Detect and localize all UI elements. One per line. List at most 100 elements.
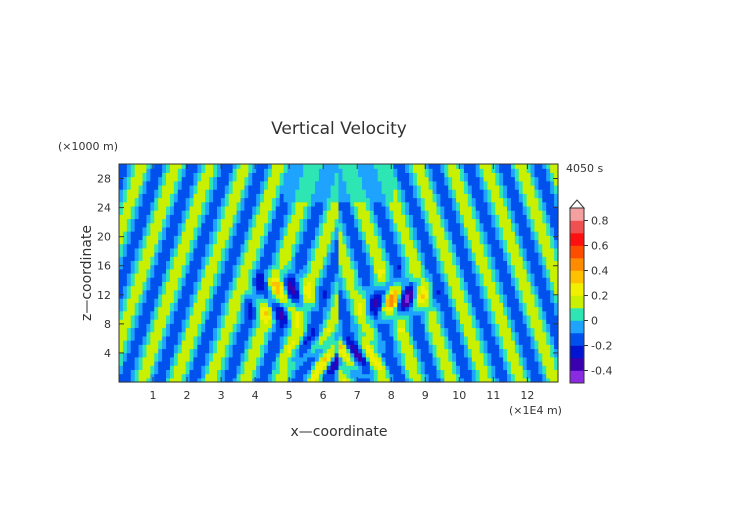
field-cell bbox=[154, 356, 159, 362]
field-cell bbox=[228, 348, 234, 354]
field-cell bbox=[260, 226, 265, 232]
field-cell bbox=[432, 184, 438, 190]
field-cell bbox=[365, 302, 371, 308]
field-cell bbox=[358, 201, 363, 207]
field-cell bbox=[185, 268, 191, 274]
field-cell bbox=[232, 193, 238, 199]
field-cell bbox=[369, 226, 375, 232]
field-cell bbox=[373, 243, 379, 249]
field-cell bbox=[166, 197, 171, 203]
field-cell bbox=[326, 373, 332, 379]
field-cell bbox=[252, 197, 257, 203]
field-cell bbox=[440, 361, 445, 366]
field-cell bbox=[256, 197, 261, 203]
field-cell bbox=[193, 281, 198, 287]
field-cell bbox=[338, 352, 344, 358]
field-cell bbox=[342, 210, 347, 215]
field-cell bbox=[334, 327, 340, 333]
field-cell bbox=[491, 298, 496, 303]
field-cell bbox=[307, 281, 312, 287]
field-cell bbox=[314, 323, 320, 329]
field-cell bbox=[173, 239, 179, 245]
field-cell bbox=[432, 239, 438, 245]
field-cell bbox=[154, 193, 159, 199]
velocity-field bbox=[119, 164, 559, 383]
field-cell bbox=[146, 205, 151, 211]
field-cell bbox=[122, 193, 128, 199]
field-cell bbox=[260, 193, 265, 199]
field-cell bbox=[220, 168, 226, 173]
field-cell bbox=[150, 331, 155, 337]
field-cell bbox=[248, 197, 253, 203]
field-cell bbox=[475, 184, 481, 190]
field-cell bbox=[213, 314, 218, 320]
field-cell bbox=[189, 172, 195, 178]
field-cell bbox=[275, 344, 281, 350]
field-cell bbox=[346, 377, 351, 383]
field-cell bbox=[452, 293, 457, 299]
field-cell bbox=[409, 281, 414, 287]
field-cell bbox=[275, 256, 281, 262]
field-cell bbox=[271, 256, 277, 262]
field-cell bbox=[216, 314, 222, 320]
field-cell bbox=[185, 243, 191, 249]
field-cell bbox=[475, 247, 481, 253]
field-cell bbox=[322, 323, 328, 329]
field-cell bbox=[260, 273, 265, 278]
field-cell bbox=[193, 268, 198, 274]
field-cell bbox=[224, 222, 230, 228]
field-cell bbox=[122, 201, 128, 207]
field-cell bbox=[491, 252, 496, 257]
field-cell bbox=[432, 285, 438, 291]
field-cell bbox=[169, 164, 175, 169]
field-cell bbox=[197, 298, 202, 303]
field-cell bbox=[405, 256, 410, 262]
field-cell bbox=[279, 164, 285, 169]
field-cell bbox=[334, 239, 340, 245]
field-cell bbox=[307, 285, 312, 291]
field-cell bbox=[330, 256, 336, 262]
field-cell bbox=[487, 306, 492, 312]
field-cell bbox=[428, 210, 434, 215]
field-cell bbox=[240, 348, 246, 354]
field-cell bbox=[307, 310, 312, 316]
field-cell bbox=[158, 210, 163, 215]
field-cell bbox=[397, 268, 402, 274]
field-cell bbox=[260, 302, 265, 308]
field-cell bbox=[158, 369, 163, 375]
field-cell bbox=[397, 252, 402, 257]
field-cell bbox=[432, 356, 438, 362]
field-cell bbox=[205, 222, 210, 228]
field-cell bbox=[275, 164, 281, 169]
field-cell bbox=[314, 377, 320, 383]
field-cell bbox=[460, 352, 465, 358]
field-cell bbox=[471, 327, 477, 333]
field-cell bbox=[452, 189, 457, 194]
field-cell bbox=[299, 365, 304, 371]
field-cell bbox=[244, 264, 249, 270]
field-cell bbox=[350, 373, 355, 379]
field-cell bbox=[389, 180, 394, 186]
field-cell bbox=[373, 184, 379, 190]
field-cell bbox=[456, 369, 461, 375]
field-cell bbox=[326, 222, 332, 228]
field-cell bbox=[311, 189, 316, 194]
field-cell bbox=[256, 243, 261, 249]
field-cell bbox=[138, 285, 144, 291]
field-cell bbox=[463, 277, 469, 282]
field-cell bbox=[314, 180, 320, 186]
field-cell bbox=[373, 314, 379, 320]
field-cell bbox=[240, 214, 246, 220]
field-cell bbox=[444, 373, 449, 379]
field-cell bbox=[236, 252, 242, 257]
field-cell bbox=[428, 293, 434, 299]
field-cell bbox=[154, 352, 159, 358]
field-cell bbox=[256, 319, 261, 324]
field-cell bbox=[385, 344, 391, 350]
field-cell bbox=[173, 235, 179, 241]
field-cell bbox=[260, 268, 265, 274]
field-cell bbox=[377, 365, 383, 371]
field-cell bbox=[389, 226, 394, 232]
field-cell bbox=[424, 201, 430, 207]
field-cell bbox=[440, 293, 445, 299]
